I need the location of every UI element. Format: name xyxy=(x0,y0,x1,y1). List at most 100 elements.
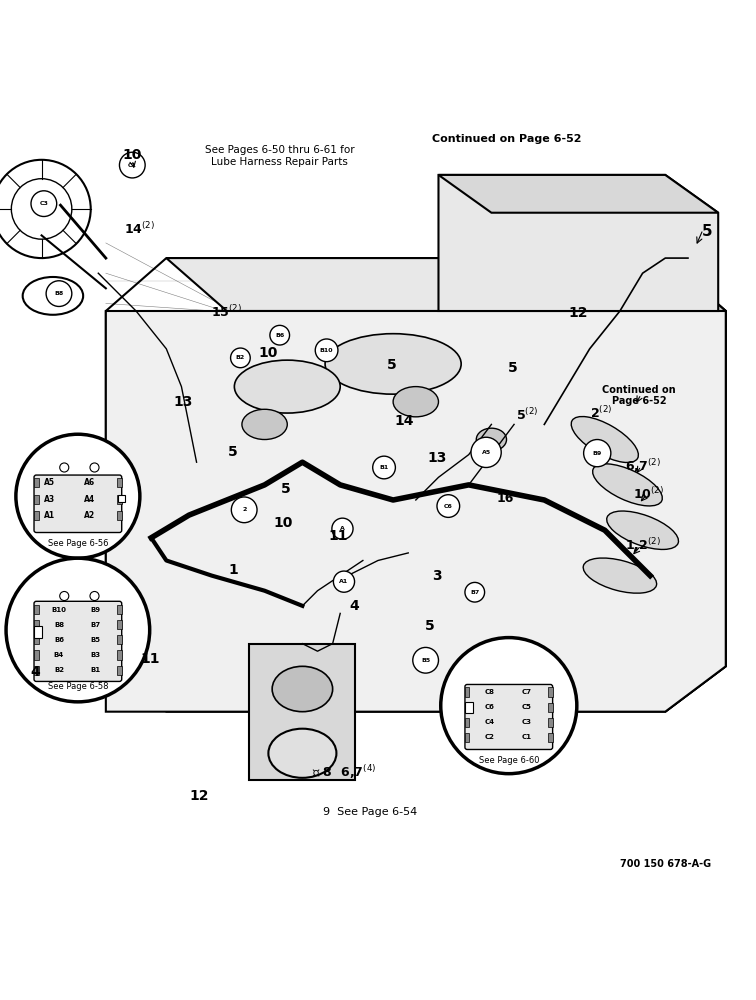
Text: 5: 5 xyxy=(702,224,712,239)
Text: C1: C1 xyxy=(128,163,137,168)
Polygon shape xyxy=(665,258,726,712)
Circle shape xyxy=(231,497,257,523)
Circle shape xyxy=(413,647,438,673)
Bar xyxy=(249,644,355,780)
Text: See Page 6-58: See Page 6-58 xyxy=(48,682,108,691)
Circle shape xyxy=(31,191,57,217)
Ellipse shape xyxy=(325,334,461,394)
Text: A: A xyxy=(340,526,345,531)
Text: C4: C4 xyxy=(485,719,495,725)
Text: 6,7$^{(2)}$: 6,7$^{(2)}$ xyxy=(624,457,661,475)
Bar xyxy=(548,703,553,712)
Ellipse shape xyxy=(268,729,336,778)
Polygon shape xyxy=(438,175,718,311)
Bar xyxy=(34,605,39,614)
Text: C3: C3 xyxy=(39,201,48,206)
Text: B4: B4 xyxy=(54,652,64,658)
Text: 10: 10 xyxy=(122,148,142,162)
Text: B1: B1 xyxy=(380,465,389,470)
Bar xyxy=(465,702,472,713)
Circle shape xyxy=(465,582,485,602)
Text: 5: 5 xyxy=(281,482,290,496)
Text: A5: A5 xyxy=(482,450,491,455)
Ellipse shape xyxy=(272,666,333,712)
Text: 10: 10 xyxy=(259,346,278,360)
Polygon shape xyxy=(166,258,726,311)
Ellipse shape xyxy=(583,558,657,593)
Text: B1: B1 xyxy=(90,667,101,673)
Text: 12: 12 xyxy=(189,789,209,803)
Circle shape xyxy=(441,638,577,774)
Bar xyxy=(117,666,122,675)
Circle shape xyxy=(373,456,395,479)
Text: 10$^{(2)}$: 10$^{(2)}$ xyxy=(633,486,665,502)
Bar xyxy=(117,511,122,520)
Circle shape xyxy=(231,348,250,368)
Text: A1: A1 xyxy=(44,511,54,520)
Text: A1: A1 xyxy=(339,579,349,584)
Bar xyxy=(465,733,469,742)
Circle shape xyxy=(46,281,72,306)
Text: B7: B7 xyxy=(90,622,101,628)
Text: 4: 4 xyxy=(349,599,358,613)
Bar xyxy=(34,635,39,644)
Text: A4: A4 xyxy=(85,495,95,504)
Text: A2: A2 xyxy=(85,511,95,520)
Text: B5: B5 xyxy=(421,658,430,663)
Text: 3: 3 xyxy=(432,569,442,583)
Text: 5: 5 xyxy=(508,361,517,375)
Bar xyxy=(34,666,39,675)
FancyBboxPatch shape xyxy=(34,475,122,533)
Bar xyxy=(34,650,39,660)
Bar xyxy=(465,703,469,712)
Text: A3: A3 xyxy=(44,495,54,504)
Ellipse shape xyxy=(393,387,438,417)
Polygon shape xyxy=(438,175,718,213)
Text: 4: 4 xyxy=(31,665,40,679)
Circle shape xyxy=(332,518,353,539)
FancyBboxPatch shape xyxy=(465,684,553,749)
Text: 1,2$^{(2)}$: 1,2$^{(2)}$ xyxy=(624,536,661,554)
Text: B9: B9 xyxy=(593,451,602,456)
Bar xyxy=(548,733,553,742)
Text: 700 150 678-A-G: 700 150 678-A-G xyxy=(620,859,711,869)
Text: C1: C1 xyxy=(521,734,531,740)
Text: C7: C7 xyxy=(521,689,531,695)
Circle shape xyxy=(437,495,460,517)
Text: 5: 5 xyxy=(425,619,434,633)
Ellipse shape xyxy=(607,511,678,549)
Text: C6: C6 xyxy=(444,504,453,509)
Ellipse shape xyxy=(242,409,287,440)
Text: C2: C2 xyxy=(485,734,495,740)
Circle shape xyxy=(333,571,355,592)
Text: 13: 13 xyxy=(427,451,447,465)
Bar xyxy=(548,718,553,727)
Circle shape xyxy=(6,558,150,702)
Polygon shape xyxy=(106,311,726,712)
Bar xyxy=(117,620,122,629)
Text: B6: B6 xyxy=(275,333,284,338)
Text: C8: C8 xyxy=(485,689,495,695)
Text: B9: B9 xyxy=(90,607,101,613)
Text: 10: 10 xyxy=(274,516,293,530)
Text: See Page 6-56: See Page 6-56 xyxy=(48,539,108,548)
Ellipse shape xyxy=(593,464,662,506)
Text: 5: 5 xyxy=(387,358,396,372)
Text: 5$^{(2)}$: 5$^{(2)}$ xyxy=(516,407,539,423)
Text: 13: 13 xyxy=(173,395,193,409)
Circle shape xyxy=(119,152,145,178)
Text: B5: B5 xyxy=(90,637,101,643)
Text: B8: B8 xyxy=(54,291,64,296)
Bar xyxy=(548,687,553,697)
Text: B10: B10 xyxy=(320,348,333,353)
Text: 2$^{(2)}$: 2$^{(2)}$ xyxy=(590,405,612,421)
Bar xyxy=(34,495,39,504)
Text: C5: C5 xyxy=(521,704,531,710)
Bar xyxy=(34,626,42,638)
Text: 9  See Page 6-54: 9 See Page 6-54 xyxy=(324,807,417,817)
Text: Continued on
Page 6-52: Continued on Page 6-52 xyxy=(602,385,676,406)
Text: 11: 11 xyxy=(140,652,160,666)
Bar xyxy=(34,478,39,487)
Text: A6: A6 xyxy=(85,478,95,487)
Bar xyxy=(117,635,122,644)
